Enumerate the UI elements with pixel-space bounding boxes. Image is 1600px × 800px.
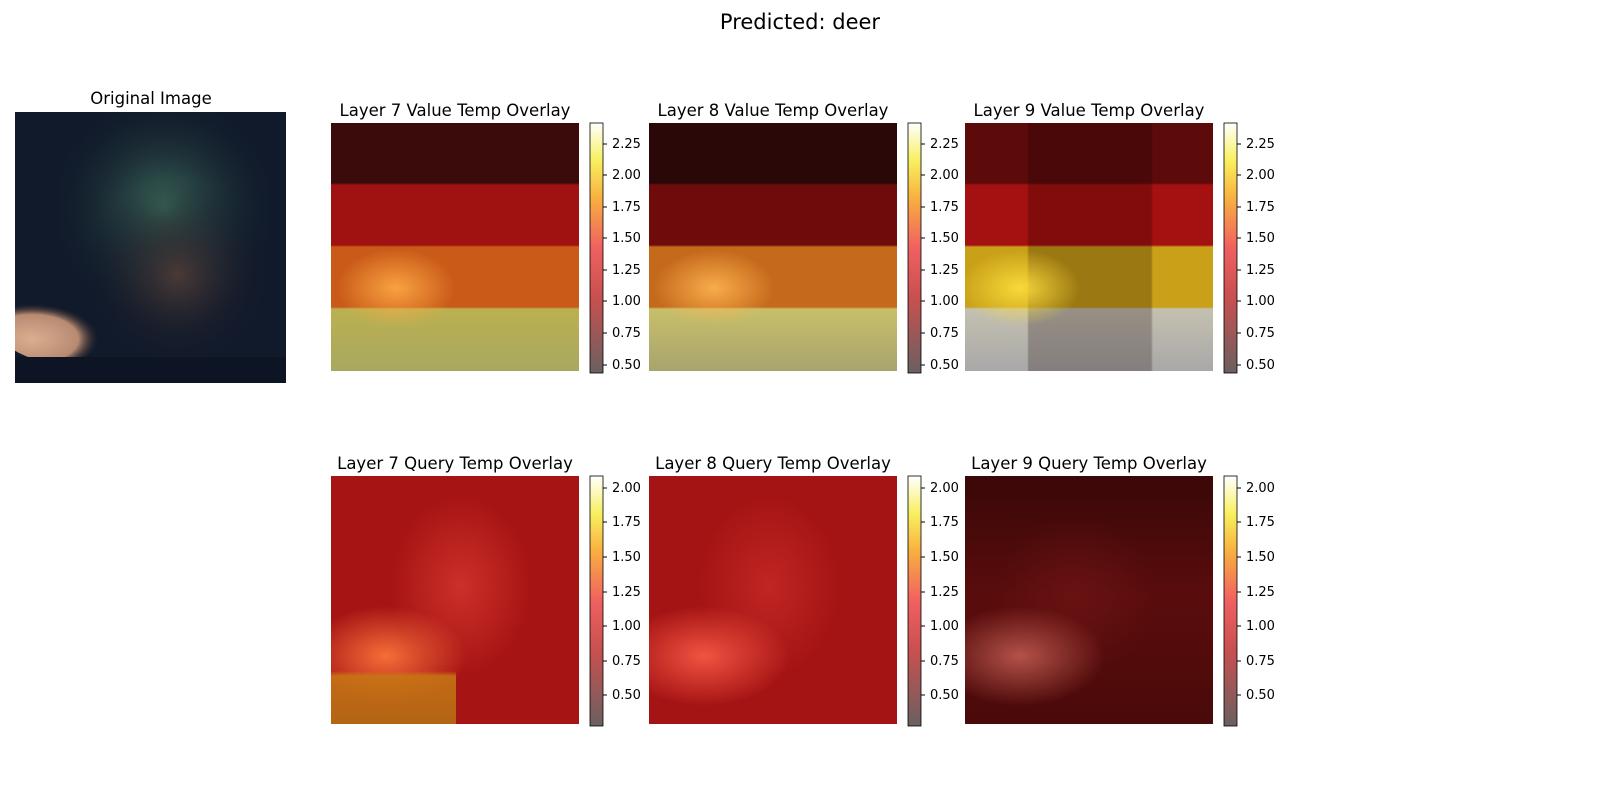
colorbar-ticks-l7-value: 0.50 0.75 1.00 1.25 1.50 1.75 2.00 2.25 xyxy=(603,137,641,373)
colorbar-l7-query: 0.50 0.75 1.00 1.25 1.50 1.75 2.00 xyxy=(589,475,641,727)
original-image xyxy=(15,112,286,383)
tick-label: 1.50 xyxy=(1246,550,1275,565)
tick-label: 1.00 xyxy=(1246,619,1275,634)
tick-label: 1.00 xyxy=(612,619,641,634)
tick-label: 0.75 xyxy=(1246,326,1275,341)
tick-label: 1.50 xyxy=(1246,231,1275,246)
colorbar-l9-query: 0.50 0.75 1.00 1.25 1.50 1.75 2.00 xyxy=(1223,475,1275,727)
tick-label: 2.00 xyxy=(930,168,959,183)
panel-title-original: Original Image xyxy=(90,89,212,108)
panel-title-l7-query: Layer 7 Query Temp Overlay xyxy=(337,454,573,473)
tick-label: 1.25 xyxy=(612,585,641,600)
tick-label: 1.75 xyxy=(612,515,641,530)
tick-label: 2.25 xyxy=(930,137,959,152)
tick-label: 1.50 xyxy=(930,550,959,565)
tick-label: 1.25 xyxy=(1246,585,1275,600)
tick-label: 0.50 xyxy=(1246,688,1275,703)
tick-label: 1.75 xyxy=(612,200,641,215)
tick-label: 1.00 xyxy=(612,294,641,309)
heatmap-l7-query xyxy=(331,476,579,724)
tick-label: 1.00 xyxy=(930,294,959,309)
tick-label: 2.00 xyxy=(1246,481,1275,496)
tick-label: 2.00 xyxy=(612,481,641,496)
tick-label: 2.00 xyxy=(1246,168,1275,183)
tick-label: 1.25 xyxy=(612,263,641,278)
tick-label: 1.25 xyxy=(930,585,959,600)
tick-label: 0.50 xyxy=(612,358,641,373)
colorbar-ticks-l9-value: 0.50 0.75 1.00 1.25 1.50 1.75 2.00 2.25 xyxy=(1237,137,1275,373)
tick-label: 1.75 xyxy=(930,200,959,215)
colorbar-ticks-l8-query: 0.50 0.75 1.00 1.25 1.50 1.75 2.00 xyxy=(921,481,959,703)
tick-label: 2.25 xyxy=(612,137,641,152)
heatmap-l9-query xyxy=(965,476,1213,724)
tick-label: 0.50 xyxy=(1246,358,1275,373)
tick-label: 1.75 xyxy=(1246,515,1275,530)
tick-label: 1.50 xyxy=(612,550,641,565)
panel-title-l9-value: Layer 9 Value Temp Overlay xyxy=(973,101,1205,120)
tick-label: 1.50 xyxy=(612,231,641,246)
tick-label: 1.50 xyxy=(930,231,959,246)
figure-title: Predicted: deer xyxy=(719,10,881,34)
tick-label: 1.00 xyxy=(930,619,959,634)
heatmap-l7-value xyxy=(331,123,579,371)
tick-label: 2.00 xyxy=(930,481,959,496)
heatmap-l8-query xyxy=(649,476,897,724)
tick-label: 0.75 xyxy=(930,326,959,341)
tick-label: 1.25 xyxy=(930,263,959,278)
panel-title-l9-query: Layer 9 Query Temp Overlay xyxy=(971,454,1207,473)
tick-label: 1.25 xyxy=(1246,263,1275,278)
tick-label: 0.75 xyxy=(930,654,959,669)
panel-title-l8-value: Layer 8 Value Temp Overlay xyxy=(657,101,889,120)
tick-label: 0.75 xyxy=(1246,654,1275,669)
heatmap-l9-value xyxy=(965,123,1213,371)
colorbar-l8-query: 0.50 0.75 1.00 1.25 1.50 1.75 2.00 xyxy=(907,475,959,727)
panel-title-l7-value: Layer 7 Value Temp Overlay xyxy=(339,101,571,120)
colorbar-l8-value: 0.50 0.75 1.00 1.25 1.50 1.75 2.00 2.25 xyxy=(907,122,959,374)
heatmap-l8-value xyxy=(649,123,897,371)
tick-label: 0.75 xyxy=(612,654,641,669)
tick-label: 0.75 xyxy=(612,326,641,341)
colorbar-ticks-l9-query: 0.50 0.75 1.00 1.25 1.50 1.75 2.00 xyxy=(1237,481,1275,703)
tick-label: 0.50 xyxy=(612,688,641,703)
colorbar-l9-value: 0.50 0.75 1.00 1.25 1.50 1.75 2.00 2.25 xyxy=(1223,122,1275,374)
tick-label: 1.00 xyxy=(1246,294,1275,309)
tick-label: 0.50 xyxy=(930,358,959,373)
panel-title-l8-query: Layer 8 Query Temp Overlay xyxy=(655,454,891,473)
tick-label: 0.50 xyxy=(930,688,959,703)
tick-label: 2.00 xyxy=(612,168,641,183)
colorbar-ticks-l7-query: 0.50 0.75 1.00 1.25 1.50 1.75 2.00 xyxy=(603,481,641,703)
tick-label: 1.75 xyxy=(930,515,959,530)
tick-label: 2.25 xyxy=(1246,137,1275,152)
colorbar-ticks-l8-value: 0.50 0.75 1.00 1.25 1.50 1.75 2.00 2.25 xyxy=(921,137,959,373)
colorbar-l7-value: 0.50 0.75 1.00 1.25 1.50 1.75 2.00 2.25 xyxy=(589,122,641,374)
tick-label: 1.75 xyxy=(1246,200,1275,215)
